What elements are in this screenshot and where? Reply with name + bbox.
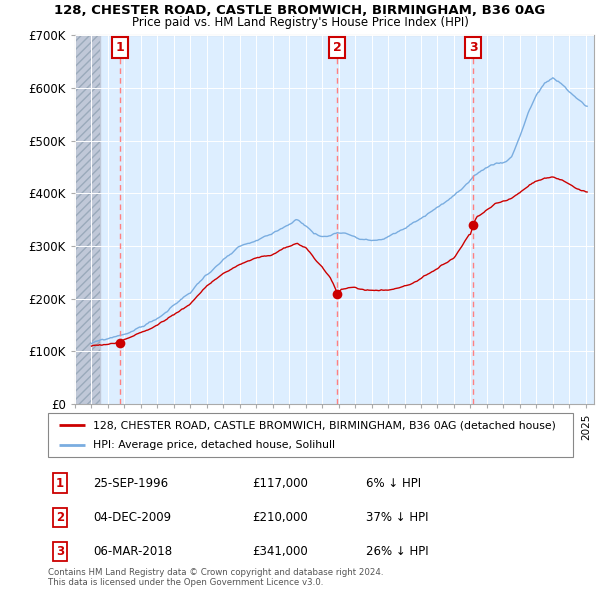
Text: 128, CHESTER ROAD, CASTLE BROMWICH, BIRMINGHAM, B36 0AG (detached house): 128, CHESTER ROAD, CASTLE BROMWICH, BIRM… (92, 421, 556, 430)
FancyBboxPatch shape (48, 413, 573, 457)
Text: 3: 3 (469, 41, 478, 54)
Text: 1: 1 (116, 41, 124, 54)
Text: 3: 3 (56, 545, 64, 558)
Text: 2: 2 (333, 41, 341, 54)
Text: 1: 1 (56, 477, 64, 490)
Text: 26% ↓ HPI: 26% ↓ HPI (366, 545, 428, 558)
Text: £210,000: £210,000 (252, 511, 308, 524)
Text: £117,000: £117,000 (252, 477, 308, 490)
Text: Contains HM Land Registry data © Crown copyright and database right 2024.
This d: Contains HM Land Registry data © Crown c… (48, 568, 383, 587)
Text: 06-MAR-2018: 06-MAR-2018 (93, 545, 172, 558)
Text: 37% ↓ HPI: 37% ↓ HPI (366, 511, 428, 524)
Text: 2: 2 (56, 511, 64, 524)
Text: 04-DEC-2009: 04-DEC-2009 (93, 511, 171, 524)
Text: HPI: Average price, detached house, Solihull: HPI: Average price, detached house, Soli… (92, 440, 335, 450)
Bar (75, 35, 100, 404)
Text: Price paid vs. HM Land Registry's House Price Index (HPI): Price paid vs. HM Land Registry's House … (131, 16, 469, 29)
Text: 25-SEP-1996: 25-SEP-1996 (93, 477, 168, 490)
Text: 128, CHESTER ROAD, CASTLE BROMWICH, BIRMINGHAM, B36 0AG: 128, CHESTER ROAD, CASTLE BROMWICH, BIRM… (55, 4, 545, 17)
Text: 6% ↓ HPI: 6% ↓ HPI (366, 477, 421, 490)
Bar (75, 35, 100, 404)
Text: £341,000: £341,000 (252, 545, 308, 558)
